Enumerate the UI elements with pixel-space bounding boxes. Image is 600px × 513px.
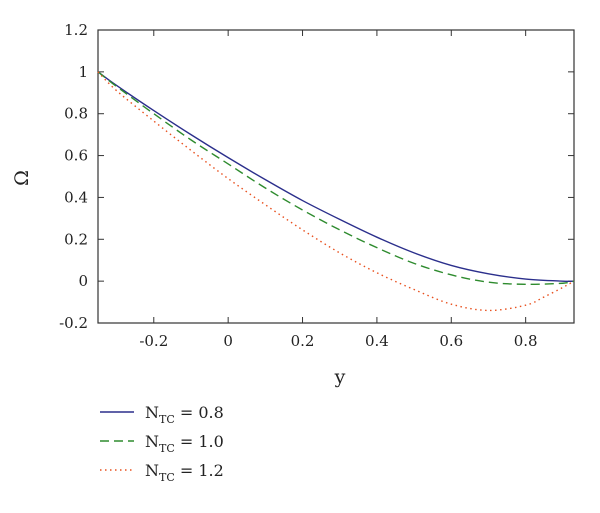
y-tick-label: -0.2 — [59, 314, 88, 332]
y-tick-label: 0 — [78, 272, 88, 290]
plot-frame — [97, 29, 575, 324]
legend-label-1: NTC = 0.8 — [145, 403, 224, 426]
x-tick-label: 0.6 — [439, 332, 463, 350]
x-tick-label: 0.4 — [365, 332, 389, 350]
series-line-3 — [97, 71, 575, 312]
y-tick-label: 1 — [78, 63, 88, 81]
legend: NTC = 0.8 NTC = 1.0 NTC = 1.2 — [100, 403, 224, 484]
series-layer — [97, 71, 575, 312]
y-tick-label: 0.2 — [64, 230, 88, 248]
y-axis: -0.2 0 0.2 0.4 0.6 0.8 1 1.2 — [59, 21, 574, 332]
x-tick-label: 0.8 — [514, 332, 538, 350]
legend-label-3: NTC = 1.2 — [145, 461, 224, 484]
legend-label-2: NTC = 1.0 — [145, 432, 224, 455]
y-tick-label: 0.8 — [64, 105, 88, 123]
x-tick-label: 0.2 — [291, 332, 315, 350]
x-axis-title: y — [334, 366, 346, 388]
y-tick-label: 0.6 — [64, 147, 88, 165]
y-axis-title: Ω — [11, 170, 33, 186]
x-tick-label: 0 — [223, 332, 233, 350]
x-tick-label: -0.2 — [139, 332, 168, 350]
y-tick-label: 0.4 — [64, 188, 88, 206]
series-line-1 — [97, 71, 575, 282]
x-axis: -0.2 0 0.2 0.4 0.6 0.8 — [139, 30, 538, 350]
series-line-2 — [97, 71, 575, 286]
y-tick-label: 1.2 — [64, 21, 88, 39]
